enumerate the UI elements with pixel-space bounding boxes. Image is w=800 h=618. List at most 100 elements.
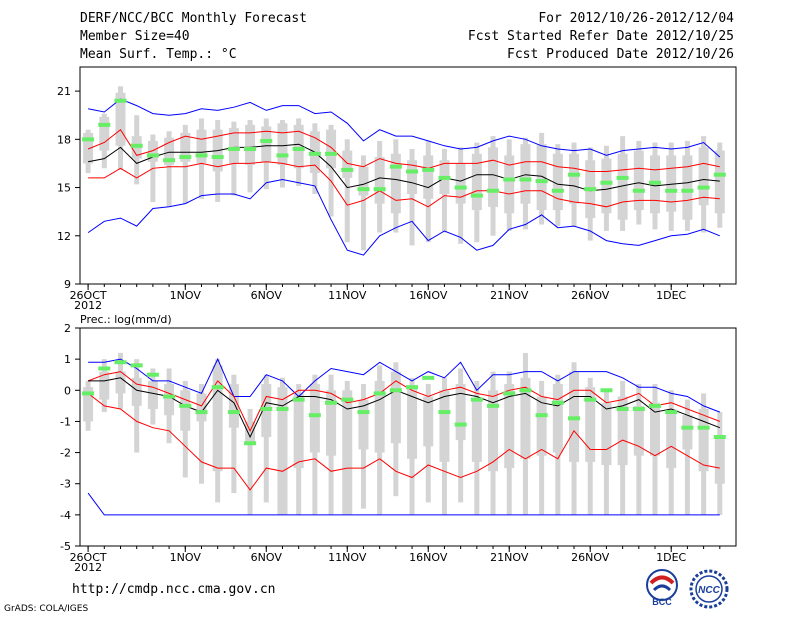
precipitation-observed-mark (325, 400, 338, 405)
precipitation-box (115, 371, 126, 394)
precipitation-observed-mark (373, 391, 386, 396)
precipitation-box (682, 415, 693, 450)
temperature-box (99, 116, 110, 151)
temperature-whisker (328, 124, 334, 217)
temperature-observed-mark (82, 137, 95, 142)
variable-label: Mean Surf. Temp.: °C (80, 47, 237, 62)
temperature-box (358, 166, 369, 196)
precipitation-x-tick-label: 6NOV (251, 551, 283, 564)
precipitation-x-tick-label: 1DEC (656, 551, 686, 564)
precipitation-observed-mark (227, 410, 240, 415)
precipitation-box (407, 387, 418, 459)
precipitation-plot-frame (79, 327, 737, 547)
temperature-observed-mark (713, 172, 726, 177)
precipitation-observed-mark (438, 410, 451, 415)
temperature-observed-mark (260, 138, 273, 143)
precipitation-observed-mark (308, 413, 321, 418)
precipitation-y-tick-label: -3 (60, 478, 71, 491)
precipitation-y-tick-label: 0 (64, 384, 71, 397)
temperature-box (245, 124, 256, 166)
precipitation-box (212, 365, 223, 472)
temperature-observed-mark (632, 188, 645, 193)
precipitation-box (164, 384, 175, 416)
temperature-x-tick-label: 1NOV (170, 289, 202, 302)
temperature-quantile-low-line (88, 161, 720, 208)
temperature-whisker (409, 148, 415, 246)
temperature-box (423, 155, 434, 199)
temperature-box (407, 160, 418, 194)
temperature-envelope-high-line (88, 98, 721, 158)
ncc-logo: NCC (689, 569, 729, 609)
temperature-observed-mark (584, 187, 597, 192)
precipitation-observed-mark (422, 375, 435, 380)
temperature-observed-mark (422, 167, 435, 172)
temperature-observed-mark (292, 146, 305, 151)
temperature-box (261, 126, 272, 162)
temperature-observed-mark (454, 185, 467, 190)
precipitation-whisker (263, 374, 269, 503)
temperature-observed-mark (438, 175, 451, 180)
precipitation-observed-mark (146, 372, 159, 377)
temperature-x-tick-label: 26NOV (571, 289, 610, 302)
forecast-start-label: Fcst Started Refer Date 2012/10/25 (467, 29, 734, 44)
temperature-box (633, 150, 644, 211)
precipitation-box (601, 402, 612, 466)
temperature-box (698, 147, 709, 206)
temperature-whisker (182, 124, 188, 204)
temperature-observed-mark (211, 155, 224, 160)
temperature-observed-mark (681, 188, 694, 193)
precipitation-y-tick-label: -5 (60, 540, 71, 553)
precipitation-observed-mark (487, 403, 500, 408)
source-url[interactable]: http://cmdp.ncc.cma.gov.cn (72, 582, 276, 597)
precipitation-box (99, 371, 110, 400)
precipitation-observed-mark (244, 441, 257, 446)
precipitation-box (131, 377, 142, 406)
temperature-observed-mark (114, 98, 127, 103)
temperature-observed-mark (357, 187, 370, 192)
precipitation-observed-mark (195, 410, 208, 415)
precipitation-observed-mark (114, 360, 127, 365)
precipitation-quantile-high-line (87, 371, 720, 432)
temperature-year-label: 2012 (74, 299, 102, 312)
precipitation-observed-mark (260, 406, 273, 411)
temperature-box (196, 129, 207, 164)
bcc-logo: BCC (646, 569, 678, 607)
svg-text:NCC: NCC (698, 585, 720, 596)
temperature-box (536, 144, 547, 211)
precipitation-y-tick-label: 1 (64, 353, 71, 366)
temperature-box (164, 137, 175, 166)
temperature-box (277, 123, 288, 166)
precipitation-envelope-low-line (87, 492, 720, 516)
temperature-observed-mark (389, 164, 402, 169)
precipitation-observed-mark (632, 406, 645, 411)
precipitation-box (228, 384, 239, 428)
precipitation-y-tick-label: -2 (60, 447, 71, 460)
precipitation-x-tick-label: 21NOV (490, 551, 529, 564)
precipitation-observed-mark (276, 406, 289, 411)
precipitation-observed-mark (292, 397, 305, 402)
precipitation-box (698, 408, 709, 472)
temperature-box (228, 128, 239, 164)
temperature-observed-mark (195, 153, 208, 158)
precipitation-x-tick-label: 16NOV (409, 551, 448, 564)
temperature-x-tick-label: 26OCT (70, 289, 107, 302)
precipitation-whisker (684, 399, 690, 515)
precipitation-whisker (231, 374, 237, 494)
temperature-observed-mark (227, 146, 240, 151)
temperature-observed-mark (276, 153, 289, 158)
temperature-box (471, 153, 482, 211)
temperature-observed-mark (98, 122, 111, 127)
temperature-box (666, 155, 677, 212)
precipitation-quantile-low-line (87, 393, 720, 491)
temperature-box (374, 157, 385, 204)
precipitation-box (196, 393, 207, 422)
precipitation-box (520, 377, 531, 459)
temperature-whisker (344, 139, 350, 243)
temperature-box (682, 155, 693, 220)
precipitation-box (423, 396, 434, 447)
precipitation-y-tick-label: -4 (60, 509, 71, 522)
precipitation-box (439, 390, 450, 462)
precipitation-box (471, 399, 482, 462)
temperature-box (147, 140, 158, 162)
precipitation-observed-mark (503, 391, 516, 396)
